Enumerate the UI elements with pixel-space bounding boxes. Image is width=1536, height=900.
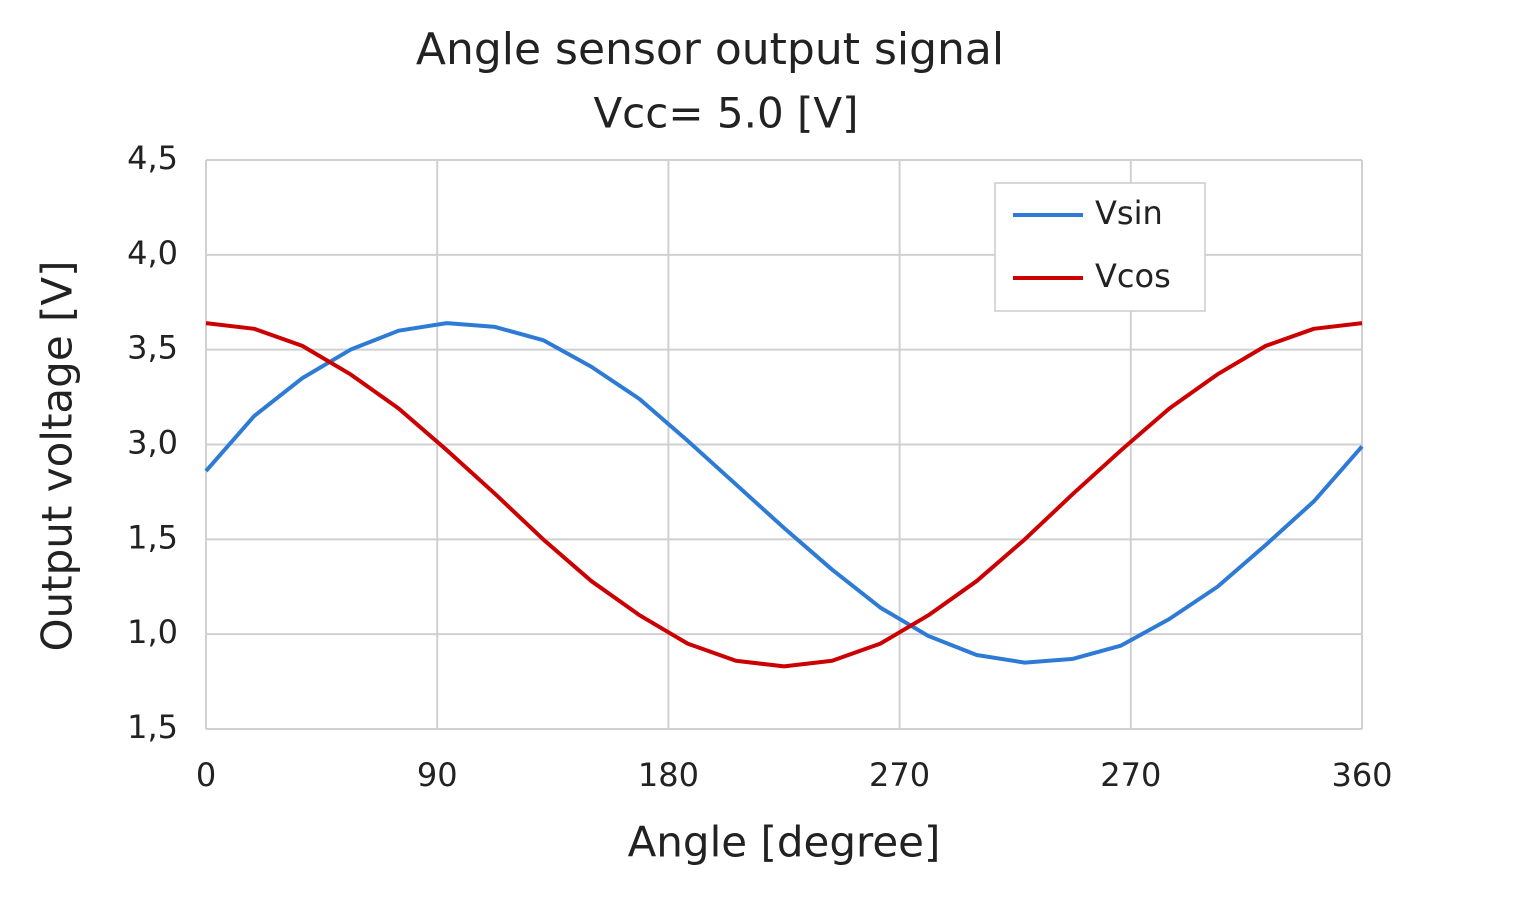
series-line: [204, 321, 1364, 665]
chart-subtitle: Vcc= 5.0 [V]: [593, 89, 858, 138]
x-tick-label: 90: [417, 756, 458, 794]
y-axis-label: Output voltage [V]: [33, 260, 82, 651]
series-line: [205, 321, 1363, 669]
y-tick-label: 3,0: [127, 424, 178, 462]
x-tick-label: 360: [1331, 756, 1392, 794]
legend-box: [994, 182, 1206, 312]
x-tick-label: 270: [1100, 756, 1161, 794]
x-tick-label: 0: [196, 756, 216, 794]
y-tick-label: 4,5: [127, 139, 178, 177]
chart-title: Angle sensor output signal: [416, 24, 1004, 75]
x-axis-label: Angle [degree]: [628, 818, 941, 867]
y-tick-label: 3,5: [127, 329, 178, 367]
legend-label: Vsin: [1095, 194, 1163, 232]
y-tick-label: 1,5: [127, 518, 178, 556]
y-tick-label: 4,0: [127, 234, 178, 272]
x-tick-label: 180: [638, 756, 699, 794]
legend-label: Vcos: [1095, 257, 1171, 295]
x-tick-label: 270: [869, 756, 930, 794]
y-tick-label: 1,0: [127, 613, 178, 651]
y-tick-label: 1,5: [127, 708, 178, 746]
